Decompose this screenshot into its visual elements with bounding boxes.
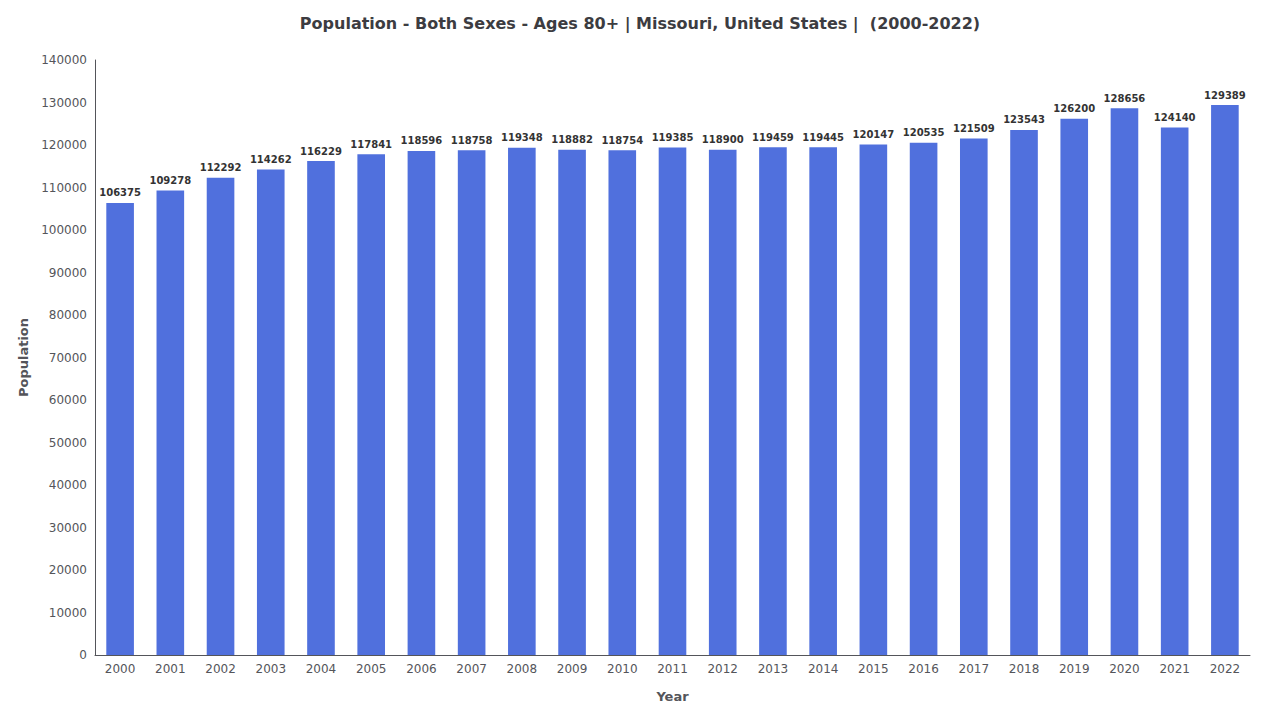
svg-text:2022: 2022: [1210, 662, 1241, 676]
svg-text:116229: 116229: [300, 146, 342, 157]
svg-text:110000: 110000: [41, 181, 87, 195]
svg-text:2003: 2003: [255, 662, 286, 676]
svg-text:114262: 114262: [250, 154, 292, 165]
svg-text:123543: 123543: [1003, 114, 1045, 125]
svg-text:117841: 117841: [350, 139, 392, 150]
svg-text:30000: 30000: [49, 521, 87, 535]
svg-text:2007: 2007: [456, 662, 487, 676]
svg-text:2016: 2016: [908, 662, 939, 676]
svg-text:2012: 2012: [707, 662, 738, 676]
svg-text:120535: 120535: [903, 127, 945, 138]
svg-text:2014: 2014: [808, 662, 839, 676]
svg-text:80000: 80000: [49, 308, 87, 322]
svg-text:109278: 109278: [149, 175, 191, 186]
svg-text:100000: 100000: [41, 223, 87, 237]
svg-text:2020: 2020: [1109, 662, 1140, 676]
svg-text:2000: 2000: [105, 662, 136, 676]
svg-text:120000: 120000: [41, 138, 87, 152]
svg-text:106375: 106375: [99, 187, 141, 198]
svg-text:119459: 119459: [752, 132, 794, 143]
svg-text:124140: 124140: [1154, 112, 1196, 123]
svg-text:2017: 2017: [959, 662, 990, 676]
svg-text:Population - Both Sexes - Ages: Population - Both Sexes - Ages 80+ | Mis…: [300, 14, 980, 34]
svg-text:118596: 118596: [401, 135, 443, 146]
svg-text:2001: 2001: [155, 662, 186, 676]
svg-text:0: 0: [79, 648, 87, 662]
svg-text:70000: 70000: [49, 351, 87, 365]
svg-text:20000: 20000: [49, 563, 87, 577]
svg-text:2004: 2004: [306, 662, 337, 676]
svg-text:60000: 60000: [49, 393, 87, 407]
svg-text:Population: Population: [16, 318, 31, 397]
svg-text:50000: 50000: [49, 436, 87, 450]
svg-text:2018: 2018: [1009, 662, 1040, 676]
svg-text:2013: 2013: [758, 662, 789, 676]
svg-text:2005: 2005: [356, 662, 387, 676]
svg-text:112292: 112292: [200, 162, 242, 173]
svg-text:2019: 2019: [1059, 662, 1090, 676]
svg-text:119445: 119445: [802, 132, 844, 143]
svg-text:2015: 2015: [858, 662, 889, 676]
svg-text:90000: 90000: [49, 266, 87, 280]
svg-text:2006: 2006: [406, 662, 437, 676]
svg-text:120147: 120147: [852, 129, 894, 140]
svg-text:2011: 2011: [657, 662, 688, 676]
svg-text:118754: 118754: [601, 135, 643, 146]
svg-text:130000: 130000: [41, 96, 87, 110]
svg-text:118882: 118882: [551, 134, 593, 145]
svg-text:2008: 2008: [507, 662, 538, 676]
svg-text:119385: 119385: [652, 132, 694, 143]
svg-text:Year: Year: [655, 689, 689, 704]
svg-text:2002: 2002: [205, 662, 236, 676]
svg-text:2021: 2021: [1159, 662, 1190, 676]
svg-text:10000: 10000: [49, 606, 87, 620]
svg-text:119348: 119348: [501, 132, 543, 143]
svg-text:129389: 129389: [1204, 90, 1246, 101]
svg-text:140000: 140000: [41, 53, 87, 67]
svg-text:2010: 2010: [607, 662, 638, 676]
svg-text:118900: 118900: [702, 134, 744, 145]
svg-text:2009: 2009: [557, 662, 588, 676]
svg-text:118758: 118758: [451, 135, 493, 146]
svg-text:40000: 40000: [49, 478, 87, 492]
svg-text:126200: 126200: [1053, 103, 1095, 114]
svg-text:121509: 121509: [953, 123, 995, 134]
svg-text:128656: 128656: [1104, 93, 1146, 104]
